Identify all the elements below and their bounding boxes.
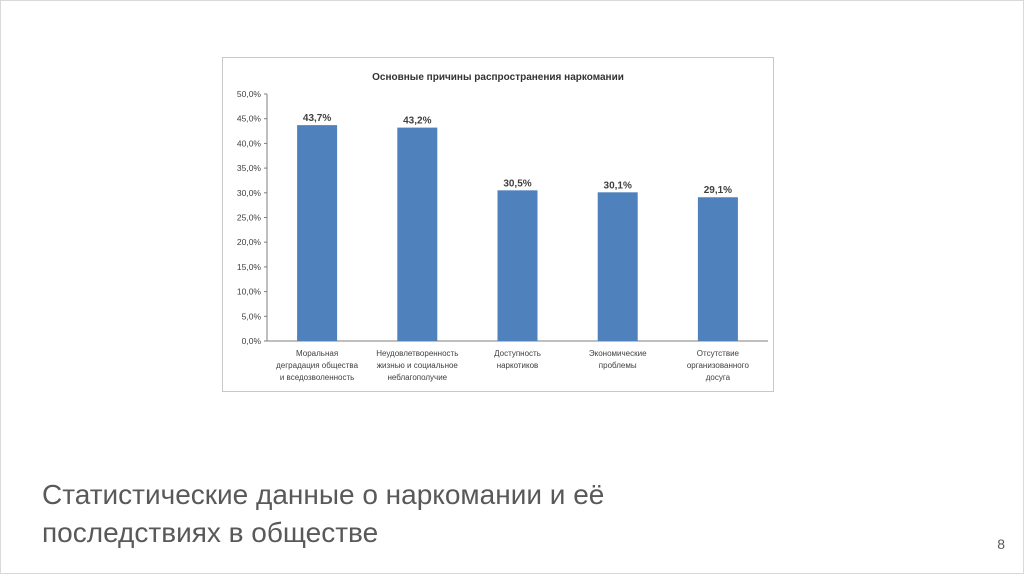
y-tick-label: 30,0% [237, 188, 262, 198]
x-tick-label: Моральная [296, 349, 338, 358]
bar [497, 190, 538, 341]
x-tick-label: организованного [687, 361, 750, 370]
y-tick-label: 50,0% [237, 89, 262, 99]
x-tick-label: наркотиков [497, 361, 539, 370]
x-tick-label: Экономические [589, 349, 647, 358]
bar [697, 197, 738, 341]
x-tick-label: Отсутствие [697, 349, 740, 358]
bar [397, 127, 438, 341]
x-tick-label: Неудовлетворенность [376, 349, 458, 358]
y-tick-label: 25,0% [237, 213, 262, 223]
y-axis: 0,0% 5,0% 10,0% 15,0% 20,0% 25,0% 30,0% 35,0% 40… [237, 89, 768, 346]
page-number: 8 [997, 536, 1005, 552]
x-tick-label: неблагополучие [387, 373, 447, 382]
x-tick-label: Доступность [494, 349, 541, 358]
slide-title: Статистические данные о наркомании и её … [42, 476, 802, 552]
y-tick-label: 5,0% [242, 311, 262, 321]
slide-title-line-2: последствиях в обществе [42, 517, 379, 548]
data-labels: 43,7% 43,2% 30,5% 30,1% 29,1% [303, 113, 732, 196]
bar-data-label: 30,1% [604, 180, 632, 191]
bar [597, 192, 638, 341]
y-tick-label: 20,0% [237, 237, 262, 247]
slide-title-line-1: Статистические данные о наркомании и её [42, 479, 605, 510]
bar-data-label: 30,5% [503, 178, 531, 189]
bar-data-label: 29,1% [704, 185, 732, 196]
x-tick-label: жизнью и социальное [377, 361, 459, 370]
x-tick-label: проблемы [599, 361, 637, 370]
bar-data-label: 43,2% [403, 116, 431, 127]
x-tick-label: досуга [706, 373, 731, 382]
bar-data-label: 43,7% [303, 113, 331, 124]
y-tick-label: 40,0% [237, 138, 262, 148]
bar-chart: Основные причины распространения наркома… [222, 57, 774, 392]
x-axis-labels: Моральная деградация общества и вседозволе… [276, 349, 749, 382]
y-tick-label: 45,0% [237, 114, 262, 124]
chart-title: Основные причины распространения наркома… [372, 72, 624, 83]
y-tick-label: 10,0% [237, 287, 262, 297]
y-tick-label: 35,0% [237, 163, 262, 173]
x-tick-label: деградация общества [276, 361, 358, 370]
y-tick-label: 15,0% [237, 262, 262, 272]
y-tick-label: 0,0% [242, 336, 262, 346]
chart-svg: Основные причины распространения наркома… [237, 72, 768, 382]
x-tick-label: и вседозволенность [280, 373, 355, 382]
bar [297, 125, 338, 341]
bars [297, 125, 738, 341]
